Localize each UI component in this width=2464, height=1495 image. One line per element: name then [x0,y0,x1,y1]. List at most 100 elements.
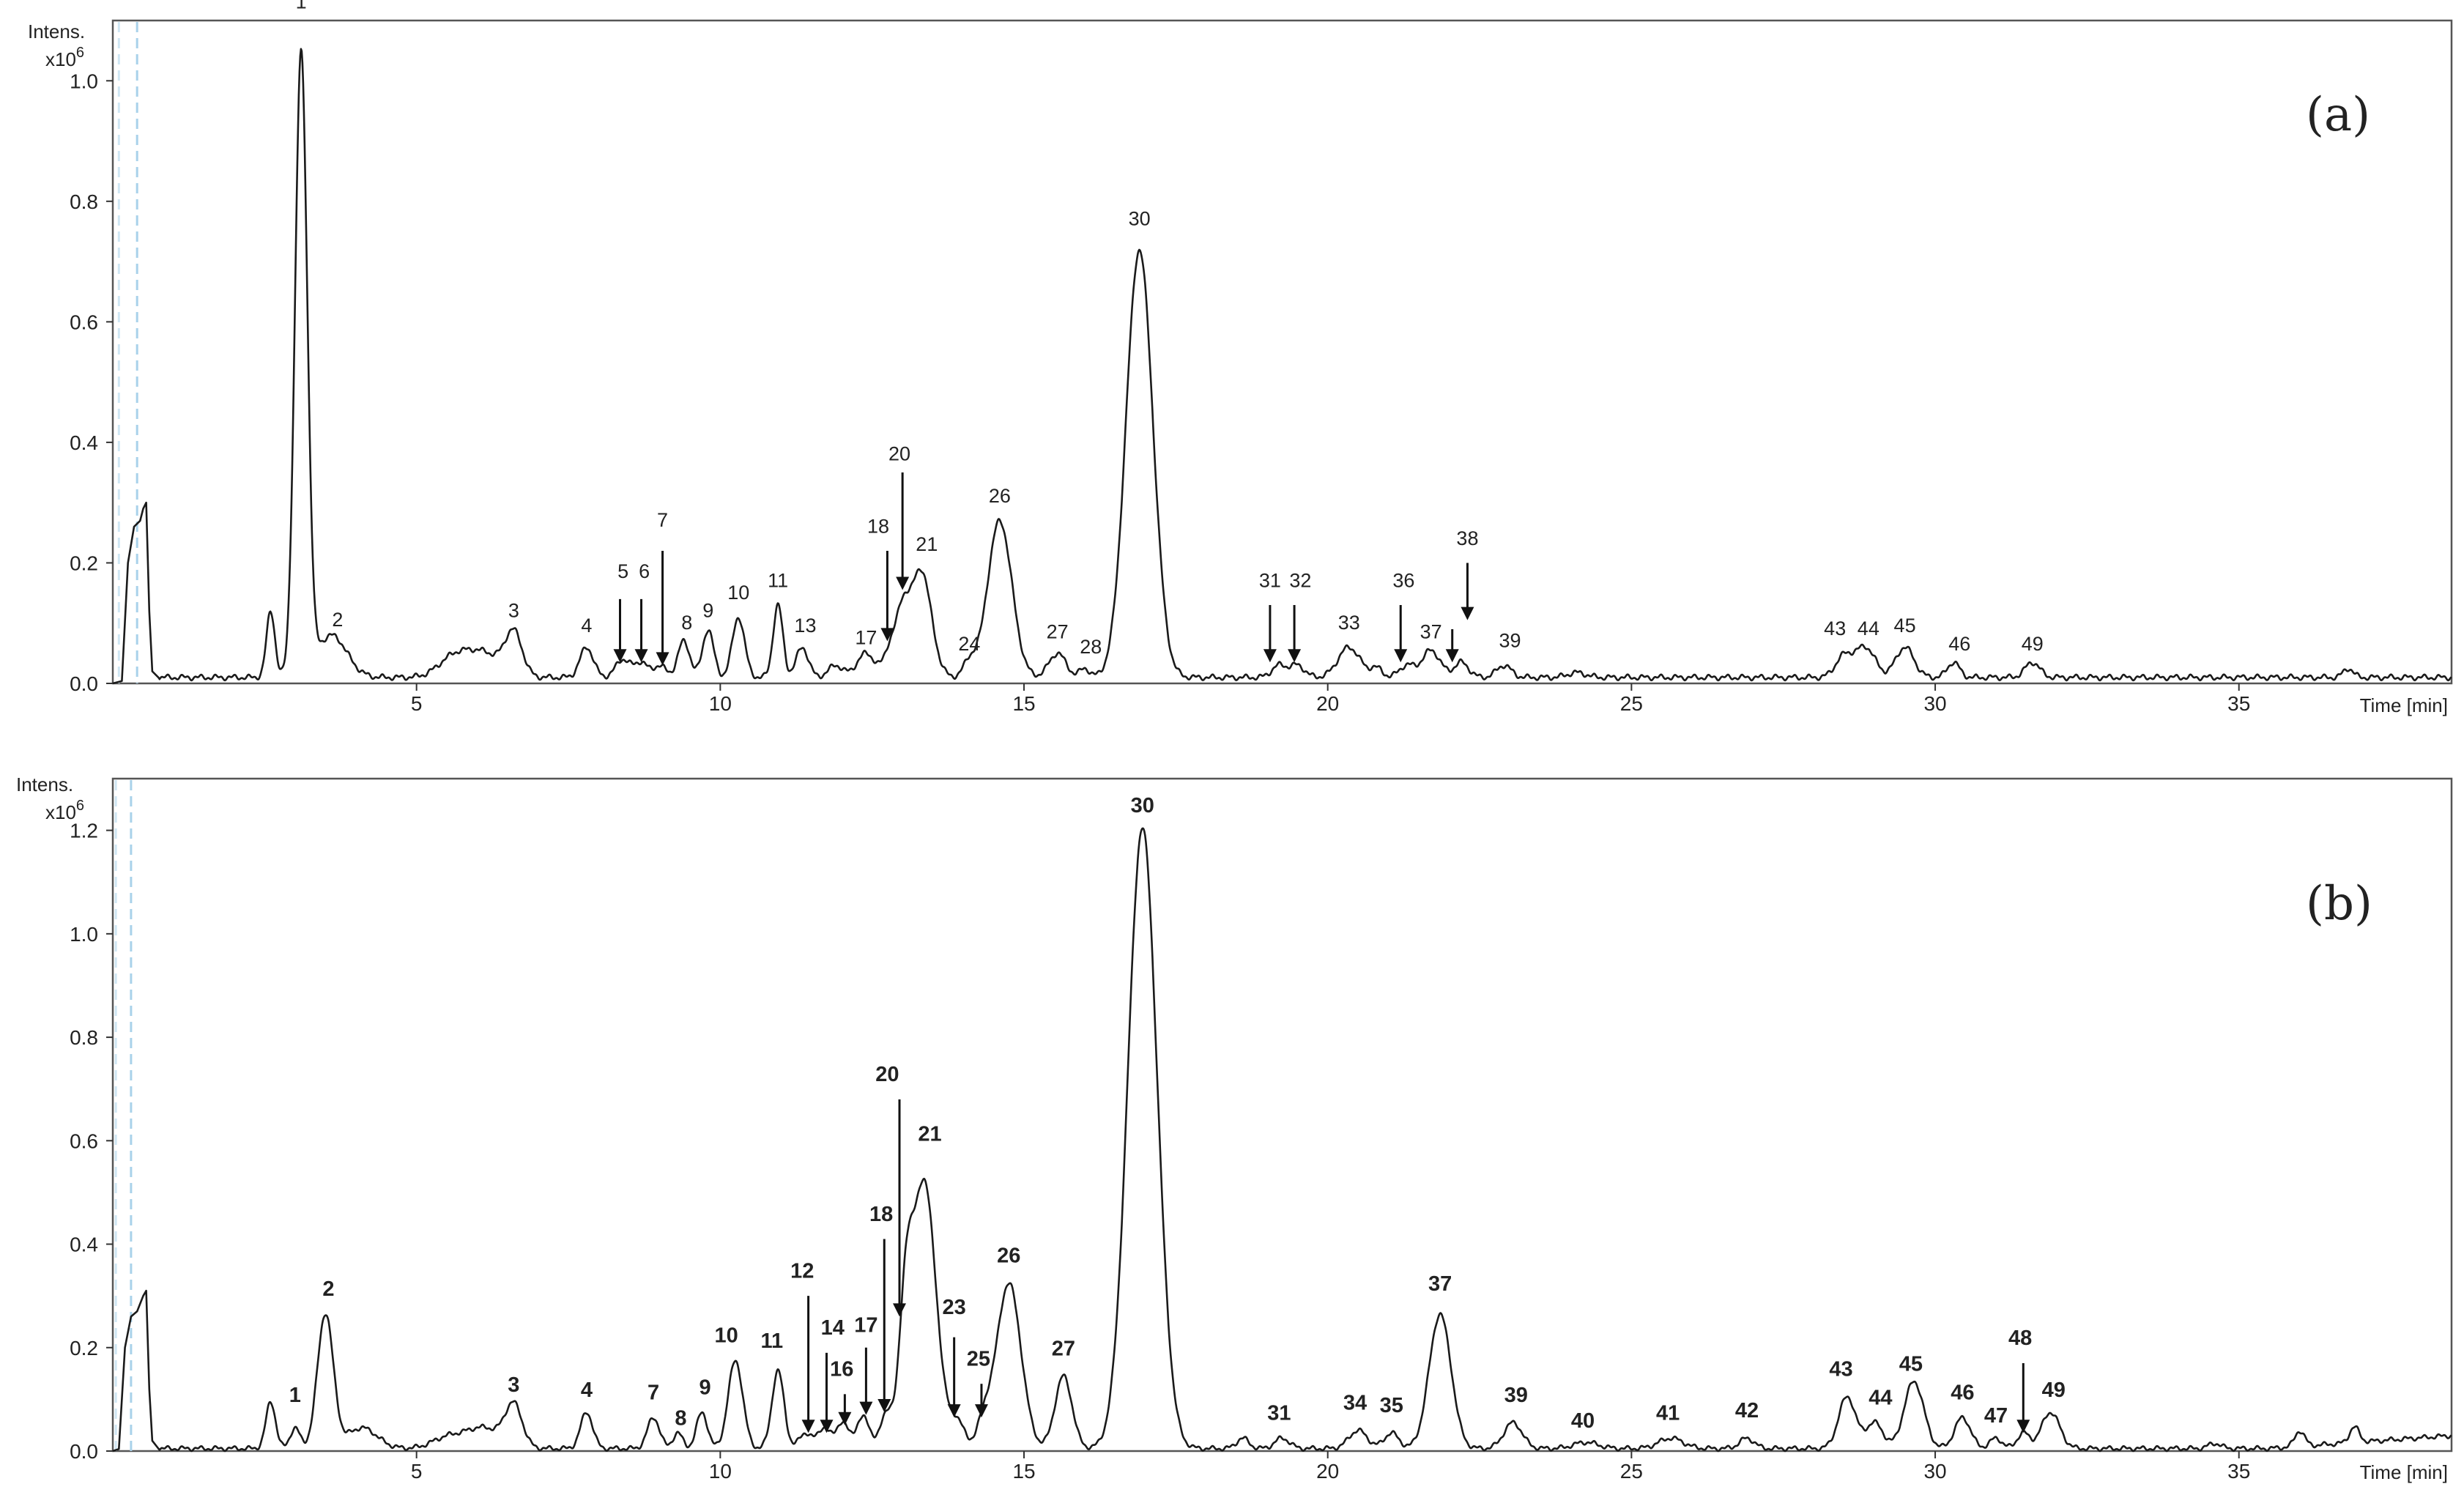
peak-label: 10 [715,1324,738,1348]
plot-frame-b [111,777,2453,1453]
peak-label: 41 [1656,1402,1680,1425]
peak-arrow-head [2016,1420,2030,1433]
chromatogram-panel-a: Intens. x106 Time [min] (a) 5 10 15 20 25 30 3… [28,0,2453,716]
peak-arrow-head [1288,649,1302,663]
peak-label: 3 [508,600,519,622]
y-tick-label: 0.6 [70,311,98,333]
peak-label: 36 [1392,569,1414,591]
peak-label: 25 [967,1347,990,1370]
peak-arrow-head [801,1420,815,1433]
peak-label: 26 [989,485,1011,507]
x-tick-label: 10 [709,692,732,715]
peak-arrow-head [613,649,627,663]
peak-label: 26 [997,1244,1020,1267]
y-ticks-a: 0.0 0.2 0.4 0.6 0.8 1.0 [70,70,113,695]
y-tick-label: 0.0 [70,1440,98,1463]
peak-arrow-head [1461,606,1474,620]
peak-arrow-head [859,1401,873,1415]
x-axis-label-b: Time [min] [2360,1461,2448,1483]
peak-label: 27 [1052,1337,1075,1360]
x-ticks-b: 5 10 15 20 25 30 35 [411,1451,2250,1483]
peak-label: 46 [1951,1381,1974,1404]
y-tick-label: 0.4 [70,431,98,454]
peak-label: 37 [1428,1272,1452,1296]
chromatogram-panel-b: Intens. x106 Time [min] (b) 5 10 15 20 25 30 3… [16,774,2453,1483]
chromatogram-trace-a [112,48,2452,685]
peak-label: 1 [296,0,307,13]
peak-arrow-head [877,1399,891,1413]
arrows-b [801,1099,2030,1433]
peak-label: 16 [830,1358,853,1381]
peak-label: 30 [1131,794,1154,817]
peak-label: 2 [322,1277,334,1301]
x-tick-label: 30 [1923,1460,1946,1483]
peak-label: 20 [875,1063,899,1086]
y-axis-label-a: Intens. [28,21,85,42]
peak-arrow-head [896,576,910,590]
peak-label: 30 [1129,208,1151,230]
x-tick-label: 20 [1316,1460,1339,1483]
guides-b [114,780,133,1451]
peak-label: 49 [2042,1379,2066,1402]
peak-label: 11 [761,1329,784,1353]
peak-label: 42 [1735,1399,1759,1422]
peak-label: 28 [1080,636,1102,658]
guides-a [117,22,138,683]
peak-arrow-head [838,1411,852,1425]
peak-label: 44 [1858,617,1879,639]
y-tick-label: 0.8 [70,1026,98,1049]
peak-arrow-head [893,1303,907,1317]
peak-label: 12 [790,1259,814,1283]
x-tick-label: 15 [1012,1460,1035,1483]
peak-arrow-head [880,628,894,642]
peak-label: 7 [647,1381,659,1404]
y-tick-label: 1.2 [70,820,98,842]
peak-label: 34 [1343,1392,1367,1415]
peak-arrow-head [974,1404,988,1418]
peak-label: 6 [639,560,650,582]
panel-label-a: (a) [2306,88,2370,142]
arrows-a [613,472,1474,666]
x-tick-label: 10 [709,1460,732,1483]
peak-arrow-head [820,1420,834,1433]
x-tick-label: 5 [411,1460,423,1483]
x-axis-label-a: Time [min] [2360,694,2448,716]
x-tick-label: 30 [1923,692,1946,715]
peak-label: 35 [1380,1394,1403,1417]
x-tick-label: 5 [411,692,423,715]
x-tick-label: 15 [1012,692,1035,715]
y-tick-label: 0.8 [70,190,98,213]
peak-label: 8 [681,612,692,634]
peak-label: 13 [794,615,816,637]
peak-label: 5 [617,560,628,582]
peak-label: 20 [888,443,910,465]
x-tick-label: 25 [1620,692,1643,715]
peak-label: 27 [1047,620,1069,642]
peak-label: 38 [1456,527,1478,549]
peak-label: 4 [581,1379,593,1402]
y-tick-label: 0.0 [70,672,98,695]
peak-label: 18 [867,515,889,537]
peak-label: 31 [1267,1402,1291,1425]
y-tick-label: 0.4 [70,1234,98,1256]
peak-label: 4 [581,615,592,637]
plot-frame-a [111,19,2453,685]
x-ticks-a: 5 10 15 20 25 30 35 [411,683,2250,715]
y-tick-label: 0.2 [70,552,98,574]
peak-label: 43 [1829,1358,1852,1381]
peak-label: 7 [657,509,668,531]
panel-label-b: (b) [2306,877,2372,931]
peak-label: 18 [869,1203,893,1226]
peak-label: 49 [2022,633,2044,655]
peak-label: 2 [332,609,343,631]
peak-label: 17 [854,1314,877,1338]
peak-label: 39 [1504,1384,1528,1407]
peak-label: 8 [675,1407,686,1431]
y-axis-unit-a: x106 [45,45,84,70]
peak-label: 47 [1984,1404,2008,1428]
peak-label: 45 [1894,615,1916,637]
peak-label: 40 [1571,1409,1595,1433]
